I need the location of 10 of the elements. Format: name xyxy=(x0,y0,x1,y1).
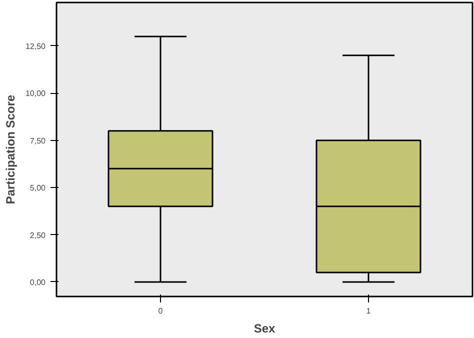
y-tick-label: 7,50 xyxy=(30,136,46,146)
x-tick-label: 1 xyxy=(366,306,372,316)
y-tick-label: 0,00 xyxy=(30,278,46,287)
x-tick-label: 0 xyxy=(158,306,164,316)
x-axis-title: Sex xyxy=(254,322,276,336)
y-tick-label: 5,00 xyxy=(30,184,46,193)
y-tick-label: 10,00 xyxy=(25,89,46,98)
y-axis-title: Participation Score xyxy=(3,94,18,204)
y-tick-label: 2,50 xyxy=(30,230,46,240)
y-tick-label: 12,50 xyxy=(25,42,46,51)
